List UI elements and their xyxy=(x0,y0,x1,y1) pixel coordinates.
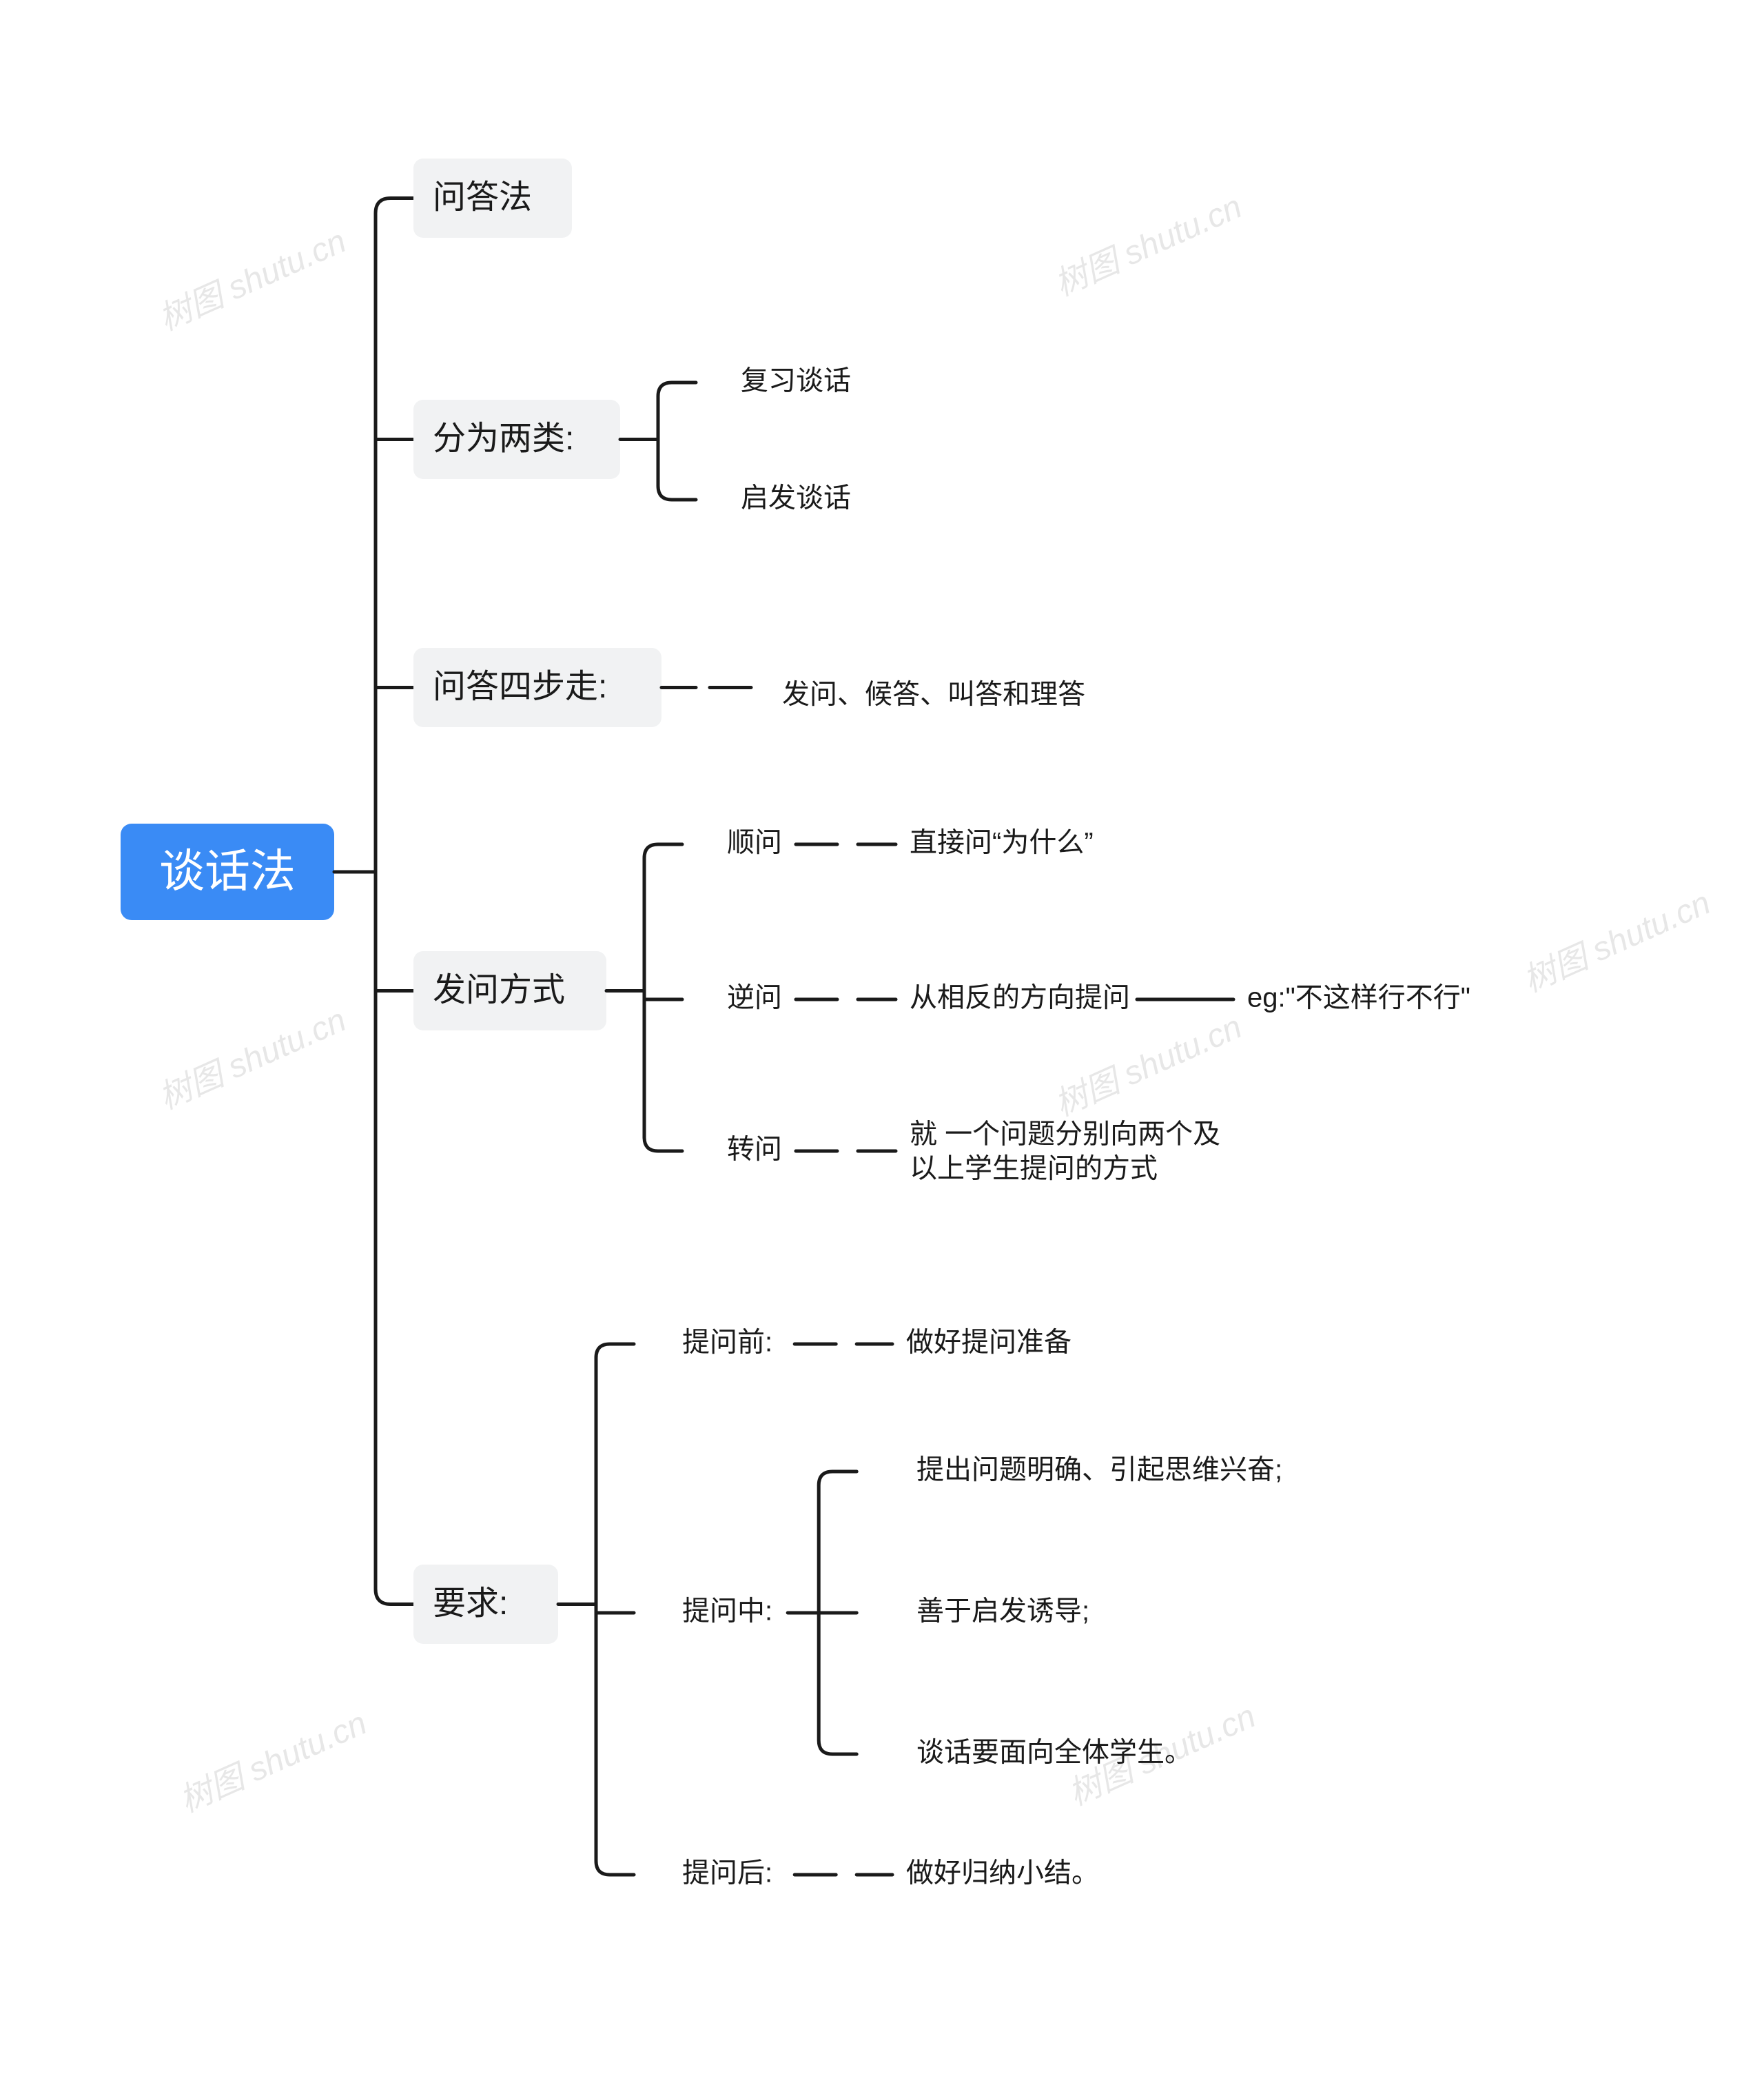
leaf: 以上学生提问的方式 xyxy=(910,1154,1158,1184)
leaf: 做好归纳小结。 xyxy=(906,1858,1099,1889)
leaf: 启发谈话 xyxy=(741,483,851,513)
node-label: 分为两类: xyxy=(433,420,574,457)
node-label: 要求: xyxy=(433,1585,508,1622)
leaf: 善于启发诱导; xyxy=(916,1596,1089,1627)
node-label: 问答四步走: xyxy=(433,669,607,705)
leaf: 顺问 xyxy=(727,828,782,858)
root-label: 谈话法 xyxy=(159,845,296,896)
leaf: 转问 xyxy=(727,1134,782,1165)
leaf: 发问、候答、叫答和理答 xyxy=(782,680,1085,710)
leaf: 做好提问准备 xyxy=(906,1327,1071,1358)
leaf: 直接问“为什么” xyxy=(910,828,1094,858)
leaf: 提问后: xyxy=(682,1858,772,1889)
leaf: 提出问题明确、引起思维兴奋; xyxy=(916,1455,1282,1485)
leaf: 从相反的方向提问 xyxy=(910,983,1130,1013)
leaf: 提问中: xyxy=(682,1596,772,1627)
node-label: 问答法 xyxy=(433,179,532,216)
leaf: eg:"不这样行不行" xyxy=(1247,983,1470,1013)
mindmap-canvas: 树图 shutu.cn树图 shutu.cn树图 shutu.cn树图 shut… xyxy=(0,0,1764,2076)
leaf: 提问前: xyxy=(682,1327,772,1358)
leaf: 逆问 xyxy=(727,983,782,1013)
node-label: 发问方式 xyxy=(433,972,565,1008)
leaf: 就 一个问题分别向两个及 xyxy=(910,1119,1220,1150)
leaf: 复习谈话 xyxy=(741,366,851,396)
leaf: 谈话要面向全体学生。 xyxy=(916,1738,1192,1768)
